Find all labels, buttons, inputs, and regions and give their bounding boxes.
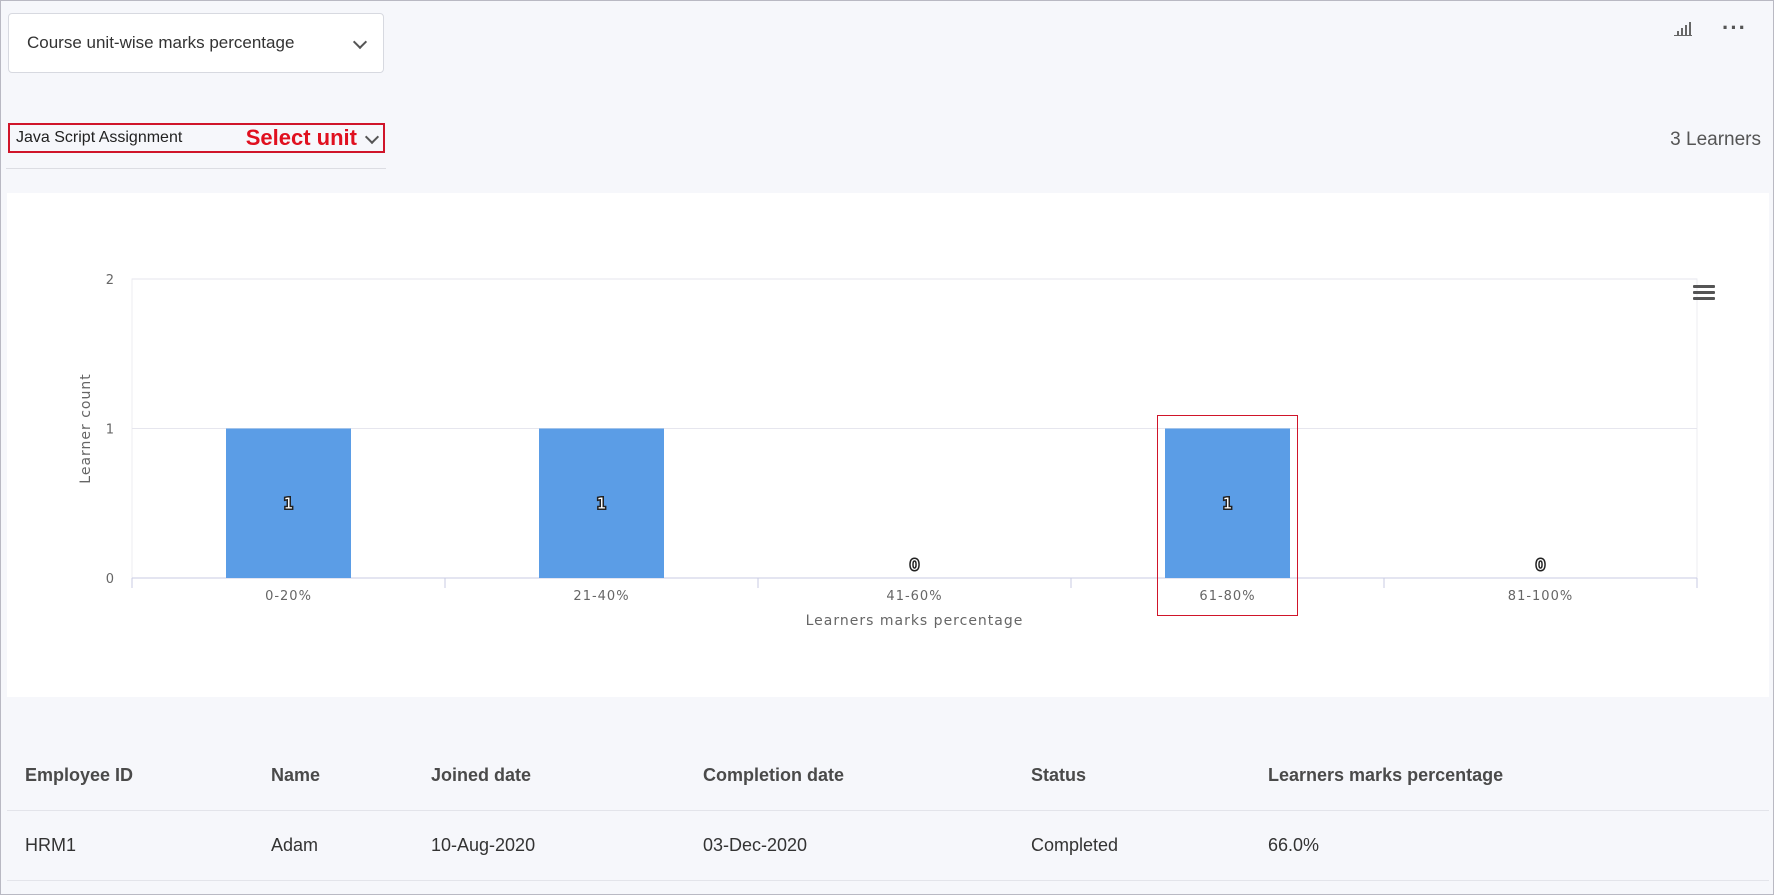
chevron-down-icon <box>353 37 365 49</box>
chart-panel: 0 1 2 1 0-20% 1 21-40% 0 41-60% 1 61-80% 0 81-100% Le… <box>7 193 1769 697</box>
y-tick-label: 2 <box>106 273 114 288</box>
status-header: Status <box>1031 765 1087 785</box>
bar <box>539 428 664 578</box>
y-axis-title: Learner count <box>78 373 94 483</box>
report-type-dropdown[interactable]: Course unit-wise marks percentage <box>8 13 384 73</box>
bar-chart: 0 1 2 1 0-20% 1 21-40% 0 41-60% 1 61-80% 0 81-100% Le… <box>78 273 1698 629</box>
completion-date-header: Completion date <box>703 765 845 785</box>
table-cell: 10-Aug-2020 <box>431 835 536 855</box>
learners-count: 3 Learners <box>1670 129 1761 150</box>
chevron-down-icon <box>365 132 377 144</box>
marks-percentage-header: Learners marks percentage <box>1268 765 1504 785</box>
x-axis-title: Learners marks percentage <box>806 613 1024 629</box>
table-cell: 03-Dec-2020 <box>703 835 808 855</box>
x-tick-label: 0-20% <box>265 589 312 604</box>
name-header: Name <box>271 765 321 785</box>
top-toolbar: ··· <box>1674 15 1747 40</box>
x-tick-label: 21-40% <box>573 589 629 604</box>
bar <box>1165 428 1290 578</box>
table-cell: Adam <box>271 835 319 855</box>
y-tick-label: 0 <box>106 572 114 587</box>
x-tick-label: 41-60% <box>886 589 942 604</box>
table-cell: Completed <box>1031 835 1119 855</box>
data-label: 0 <box>1536 556 1546 574</box>
report-type-label: Course unit-wise marks percentage <box>27 33 295 52</box>
employee-id-header: Employee ID <box>25 765 134 785</box>
unit-selector-row: Java Script Assignment Select unit <box>6 123 386 169</box>
x-tick-label: 81-100% <box>1508 589 1573 604</box>
joined-date-header: Joined date <box>431 765 532 785</box>
data-label: 1 <box>597 494 607 512</box>
table-cell: 66.0% <box>1268 835 1320 855</box>
select-unit-annotation: Select unit <box>245 125 357 150</box>
data-label: 1 <box>1223 494 1233 512</box>
data-label: 0 <box>910 556 920 574</box>
more-icon[interactable]: ··· <box>1722 15 1747 40</box>
table-row[interactable]: HRM1 Adam 10-Aug-2020 03-Dec-2020 Completed 6… <box>7 811 1769 881</box>
bar <box>226 428 351 578</box>
table-header-row: Employee ID Name Joined date Completion dat… <box>7 741 1769 811</box>
bar-chart-icon[interactable] <box>1674 19 1693 37</box>
hamburger-menu-icon[interactable] <box>1693 285 1715 303</box>
unit-dropdown-value: Java Script Assignment <box>16 129 183 146</box>
table-cell: HRM1 <box>25 835 77 855</box>
unit-dropdown[interactable]: Java Script Assignment Select unit <box>8 123 385 153</box>
x-tick-label: 61-80% <box>1199 589 1255 604</box>
data-label: 1 <box>284 494 294 512</box>
y-tick-label: 1 <box>106 423 114 438</box>
learners-table: Employee ID Name Joined date Completion dat… <box>7 741 1769 881</box>
